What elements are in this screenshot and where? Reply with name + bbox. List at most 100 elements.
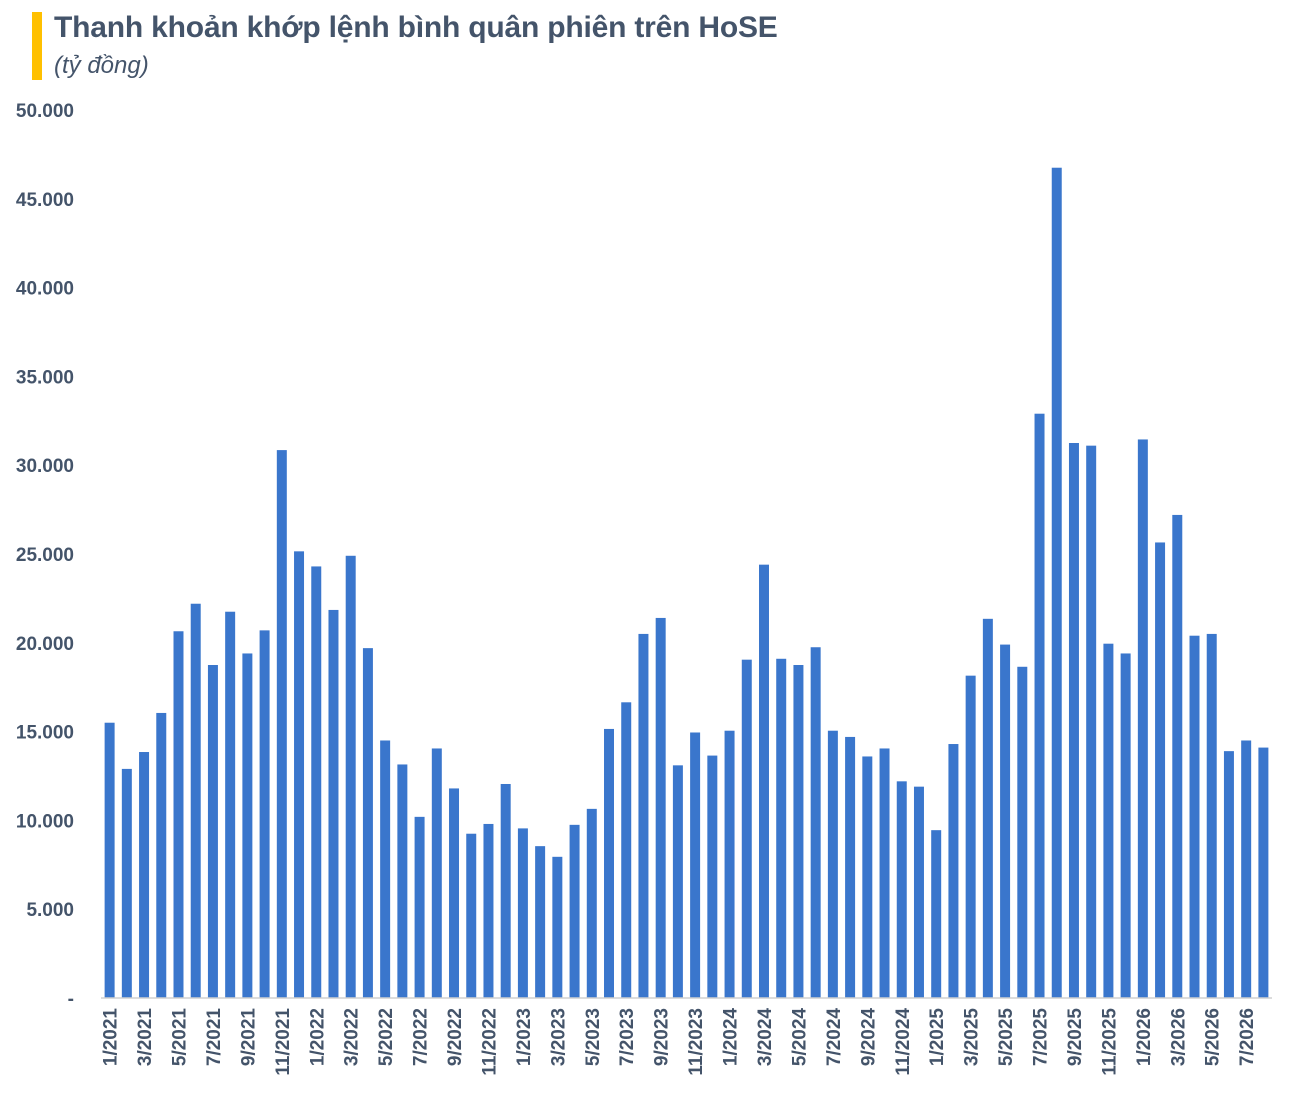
bar-2-2026 (1155, 542, 1166, 998)
bar-8-2021 (225, 611, 236, 998)
bar-1-2024 (724, 730, 735, 998)
bar-6-2023 (604, 728, 614, 998)
bar-7-2023 (621, 702, 632, 998)
bar-10-2024 (879, 748, 890, 998)
x-tick-label: 5/2022 (376, 1008, 397, 1066)
bar-10-2021 (259, 630, 270, 998)
bar-7-2021 (207, 665, 218, 998)
bar-8-2026 (1258, 747, 1269, 998)
bar-8-2023 (638, 633, 649, 998)
y-tick-label: 15.000 (16, 723, 74, 744)
bar-12-2021 (294, 551, 305, 998)
x-tick-label: 1/2021 (101, 1008, 122, 1067)
bar-6-2021 (190, 603, 201, 998)
bar-10-2025 (1086, 445, 1097, 998)
bar-11-2025 (1103, 643, 1114, 998)
y-tick-label: 10.000 (16, 811, 74, 832)
bar-9-2023 (655, 617, 666, 998)
bar-series (104, 167, 1269, 999)
x-tick-label: 7/2021 (204, 1008, 225, 1067)
bar-12-2024 (913, 786, 924, 998)
bar-7-2022 (414, 816, 425, 998)
bar-1-2021 (104, 722, 115, 998)
y-tick-label: 5.000 (26, 900, 74, 921)
x-tick-label: 5/2024 (789, 1008, 810, 1067)
bar-9-2025 (1068, 443, 1079, 998)
bar-3-2022 (345, 555, 356, 998)
bar-2-2024 (741, 659, 752, 998)
bar-2-2023 (535, 846, 546, 998)
bar-1-2022 (311, 566, 322, 998)
bar-11-2023 (690, 732, 701, 998)
bar-2-2022 (328, 609, 339, 998)
x-tick-label: 3/2024 (755, 1008, 776, 1067)
bar-1-2025 (931, 830, 942, 998)
x-tick-label: 3/2023 (548, 1008, 569, 1066)
bar-5-2022 (380, 740, 391, 998)
y-axis: - 5.000 10.000 15.000 20.000 25.000 30.000 35.0… (16, 101, 74, 1010)
y-tick-label: 45.000 (16, 190, 74, 211)
bar-2-2025 (948, 744, 959, 998)
bar-10-2023 (672, 765, 683, 998)
y-tick-label: 35.000 (16, 367, 74, 388)
x-tick-label: 5/2021 (169, 1008, 190, 1067)
x-tick-label: 7/2024 (824, 1008, 845, 1067)
x-tick-label: 1/2025 (927, 1008, 948, 1067)
x-tick-label: 1/2024 (721, 1008, 742, 1067)
x-tick-label: 1/2022 (307, 1008, 328, 1066)
bar-11-2021 (276, 450, 287, 999)
bar-4-2025 (982, 618, 993, 998)
x-tick-label: 7/2025 (1031, 1008, 1052, 1067)
bar-3-2026 (1172, 514, 1183, 998)
bar-3-2023 (552, 856, 563, 998)
bar-3-2024 (759, 564, 769, 998)
bar-6-2024 (810, 647, 821, 998)
x-tick-label: 9/2023 (652, 1008, 673, 1066)
x-tick-label: 9/2024 (858, 1008, 879, 1067)
y-tick-label: 30.000 (16, 456, 74, 477)
x-tick-label: 11/2025 (1099, 1008, 1120, 1076)
bar-3-2025 (965, 675, 976, 998)
bar-7-2026 (1241, 740, 1252, 998)
bar-6-2025 (1017, 666, 1028, 998)
x-tick-label: 3/2021 (135, 1008, 156, 1067)
bar-5-2025 (1000, 644, 1011, 998)
title-accent-bar (32, 12, 42, 80)
y-tick-label: 20.000 (16, 634, 74, 655)
bar-5-2021 (173, 631, 184, 998)
bar-4-2021 (156, 712, 167, 998)
bar-11-2024 (896, 781, 907, 998)
x-tick-label: 9/2021 (238, 1008, 259, 1067)
bar-12-2023 (707, 755, 718, 998)
bar-8-2022 (431, 748, 442, 998)
bar-1-2026 (1137, 439, 1148, 998)
x-tick-label: 5/2025 (996, 1008, 1017, 1067)
x-tick-label: 11/2023 (686, 1008, 707, 1076)
bar-3-2021 (139, 752, 150, 998)
bar-9-2021 (242, 653, 253, 998)
bar-7-2024 (827, 730, 838, 998)
y-tick-label: 50.000 (16, 101, 74, 122)
bar-4-2022 (362, 648, 373, 998)
bar-12-2025 (1120, 653, 1131, 998)
bar-4-2023 (569, 824, 580, 998)
y-tick-label: 40.000 (16, 279, 74, 300)
x-tick-label: 11/2022 (479, 1008, 500, 1076)
x-tick-label: 9/2022 (445, 1008, 466, 1066)
x-tick-label: 3/2026 (1168, 1008, 1189, 1066)
bar-4-2024 (776, 658, 787, 998)
y-tick-label: 25.000 (16, 545, 74, 566)
x-tick-label: 1/2026 (1134, 1008, 1155, 1066)
bar-7-2025 (1034, 413, 1045, 998)
x-tick-label: 7/2026 (1237, 1008, 1258, 1066)
bar-5-2023 (586, 808, 597, 998)
x-tick-label: 11/2024 (893, 1008, 914, 1076)
y-tick-label: - (68, 989, 74, 1010)
bar-9-2024 (862, 756, 873, 998)
bar-8-2024 (845, 736, 856, 998)
bar-5-2024 (793, 665, 804, 998)
x-tick-label: 3/2025 (962, 1008, 983, 1067)
bar-4-2026 (1189, 635, 1200, 998)
chart-title: Thanh khoản khớp lệnh bình quân phiên tr… (54, 11, 778, 44)
